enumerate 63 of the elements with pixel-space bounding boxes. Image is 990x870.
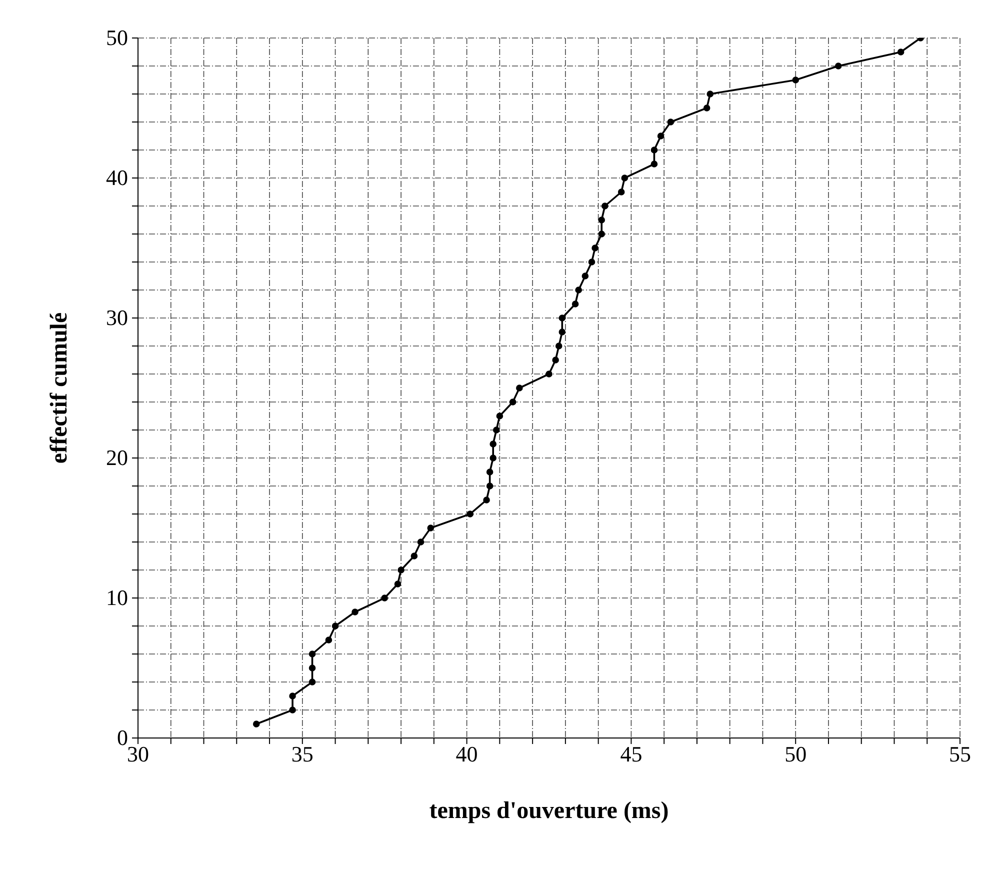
x-tick-label: 30	[127, 742, 149, 767]
point	[417, 538, 424, 546]
point	[332, 622, 339, 630]
point	[483, 496, 490, 504]
point	[308, 678, 316, 686]
point	[703, 104, 710, 112]
point	[381, 594, 388, 602]
x-axis-title: temps d'ouverture (ms)	[429, 798, 669, 824]
point	[394, 580, 402, 588]
y-tick-label: 20	[106, 445, 128, 470]
point	[308, 664, 316, 672]
point	[490, 440, 497, 448]
point	[897, 48, 904, 56]
x-tick-label: 40	[456, 742, 478, 767]
point	[496, 412, 504, 420]
point	[486, 468, 494, 476]
point	[792, 76, 799, 84]
point	[509, 398, 516, 406]
point	[706, 90, 714, 98]
point	[490, 454, 497, 462]
point	[601, 202, 608, 210]
y-tick-label: 10	[106, 585, 128, 610]
point	[650, 160, 658, 168]
point	[598, 230, 606, 238]
point	[552, 356, 559, 364]
point	[308, 650, 316, 658]
y-tick-label: 40	[106, 165, 128, 190]
point	[546, 370, 552, 378]
point	[558, 328, 566, 336]
point	[650, 146, 658, 154]
point	[492, 426, 500, 434]
point	[486, 482, 494, 490]
point	[325, 636, 332, 644]
point	[410, 552, 418, 560]
point	[398, 566, 404, 574]
x-tick-label: 45	[620, 742, 642, 767]
point	[252, 720, 260, 728]
y-tick-label: 50	[106, 25, 128, 50]
point	[558, 314, 566, 322]
point	[289, 706, 296, 714]
point	[352, 608, 358, 616]
point	[834, 62, 842, 70]
point	[555, 342, 562, 350]
x-tick-label: 50	[784, 742, 807, 767]
point	[466, 510, 474, 518]
x-tick-label: 55	[949, 742, 971, 767]
point	[427, 524, 434, 532]
point	[516, 384, 523, 392]
point	[592, 244, 598, 252]
y-tick-label: 30	[106, 305, 128, 330]
point	[618, 188, 625, 196]
x-tick-label: 35	[291, 742, 314, 767]
y-tick-label: 0	[117, 725, 128, 750]
point	[575, 286, 582, 294]
point	[667, 118, 674, 126]
point	[598, 216, 606, 224]
point	[657, 132, 664, 140]
point	[572, 300, 579, 308]
point	[621, 174, 628, 182]
point	[289, 692, 296, 700]
y-axis-title: effectif cumulé	[46, 312, 73, 464]
point	[582, 272, 589, 280]
point	[588, 258, 596, 266]
